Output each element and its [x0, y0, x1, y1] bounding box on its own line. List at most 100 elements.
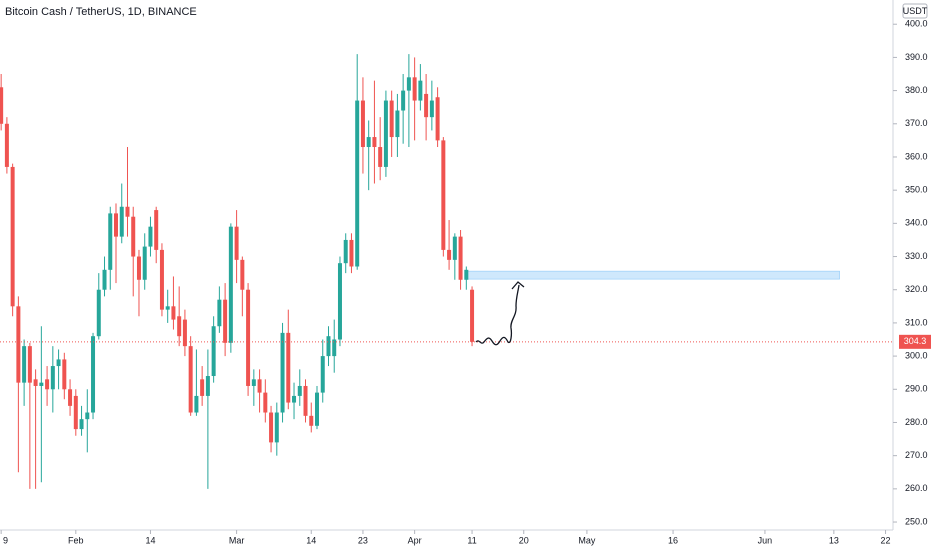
y-tick-label: 400.0	[905, 19, 928, 29]
x-tick-label: Apr	[408, 535, 422, 545]
candle-body	[154, 210, 159, 250]
drawn-arrow	[475, 281, 525, 346]
candle-body	[114, 213, 119, 237]
candle-body	[251, 379, 256, 386]
candle-body	[349, 239, 354, 267]
candle-body	[56, 359, 61, 367]
x-tick-label: 9	[3, 535, 8, 545]
candle-body	[16, 306, 21, 383]
candle-body	[458, 236, 463, 280]
candle-body	[33, 379, 38, 386]
y-tick-label: 330.0	[905, 251, 928, 261]
candle-body	[205, 376, 210, 396]
y-tick-label: 310.0	[905, 317, 928, 327]
candle-body	[315, 392, 320, 426]
candle-body	[337, 263, 342, 340]
y-tick-label: 360.0	[905, 151, 928, 161]
candle-body	[108, 213, 113, 270]
candle-body	[332, 339, 337, 357]
plot-area	[0, 54, 893, 489]
candle-body	[131, 216, 136, 257]
candle-body	[435, 97, 440, 141]
candle-body	[263, 392, 268, 413]
candle-body	[177, 316, 182, 337]
candle-body	[240, 259, 245, 290]
candle-body	[441, 140, 446, 250]
x-tick-label: 14	[145, 535, 155, 545]
candle-body	[50, 366, 55, 390]
y-tick-label: 340.0	[905, 218, 928, 228]
candle-body	[165, 306, 170, 310]
candle-body	[257, 379, 262, 393]
candle-body	[217, 299, 222, 327]
candle-body	[406, 77, 411, 91]
candle-body	[0, 87, 4, 124]
candle-body	[68, 389, 73, 406]
x-tick-label: 13	[829, 535, 839, 545]
y-tick-label: 350.0	[905, 185, 928, 195]
y-tick-label: 250.0	[905, 516, 928, 526]
y-tick-label: 290.0	[905, 384, 928, 394]
x-tick-label: May	[578, 535, 596, 545]
candle-body	[102, 269, 107, 290]
candle-body	[211, 326, 216, 377]
candle-body	[45, 379, 50, 390]
candle-body	[401, 90, 406, 111]
candle-body	[10, 166, 15, 307]
x-tick-label: 22	[881, 535, 891, 545]
candle-body	[159, 249, 164, 310]
candle-body	[389, 100, 394, 138]
y-tick-label: 390.0	[905, 52, 928, 62]
last-price-box	[899, 334, 931, 349]
x-tick-label: 14	[306, 535, 316, 545]
candle-body	[136, 256, 141, 280]
x-tick-label: 16	[668, 535, 678, 545]
candle-body	[297, 385, 302, 396]
candle-body	[96, 289, 101, 337]
candle-body	[62, 359, 67, 390]
currency-label: USDT	[903, 6, 928, 16]
candle-body	[91, 336, 96, 413]
candle-body	[148, 226, 153, 247]
candle-body	[39, 382, 44, 386]
candle-body	[355, 100, 360, 267]
candle-body	[366, 137, 371, 148]
candle-body	[320, 356, 325, 393]
candle-body	[452, 236, 457, 260]
axes: 250.0 260.0 270.0 280.0 290.0 300.0 310.0 320.0…	[0, 19, 931, 545]
candle-body	[372, 137, 377, 148]
candle-body	[383, 100, 388, 167]
candle-body	[286, 332, 291, 403]
candle-body	[418, 80, 423, 101]
chart-title: Bitcoin Cash / TetherUS, 1D, BINANCE	[5, 6, 197, 18]
candle-body	[79, 419, 84, 430]
candle-body	[429, 100, 434, 118]
candle-body	[234, 226, 239, 260]
currency-box	[902, 3, 928, 19]
y-tick-label: 300.0	[905, 350, 928, 360]
candle-body	[27, 346, 32, 383]
candle-body	[73, 395, 78, 430]
candle-body	[223, 299, 228, 343]
x-tick-label: Feb	[68, 535, 84, 545]
candle-body	[194, 395, 199, 413]
candle-body	[85, 412, 90, 420]
y-tick-label: 370.0	[905, 118, 928, 128]
candle-body	[292, 395, 297, 403]
candle-body	[125, 206, 130, 217]
candle-body	[303, 385, 308, 416]
y-tick-label: 380.0	[905, 85, 928, 95]
y-tick-label: 320.0	[905, 284, 928, 294]
x-tick-label: Mar	[229, 535, 245, 545]
last-price-label: 304.3	[904, 336, 927, 346]
candle-body	[424, 93, 429, 118]
candle-body	[447, 249, 452, 260]
candle-body	[22, 346, 27, 383]
candle-body	[280, 332, 285, 413]
candle-body	[309, 415, 314, 426]
candle-body	[200, 379, 205, 396]
candle-body	[4, 123, 9, 167]
candle-body	[228, 226, 233, 343]
candle-body	[171, 306, 176, 320]
candle-body	[326, 336, 331, 357]
